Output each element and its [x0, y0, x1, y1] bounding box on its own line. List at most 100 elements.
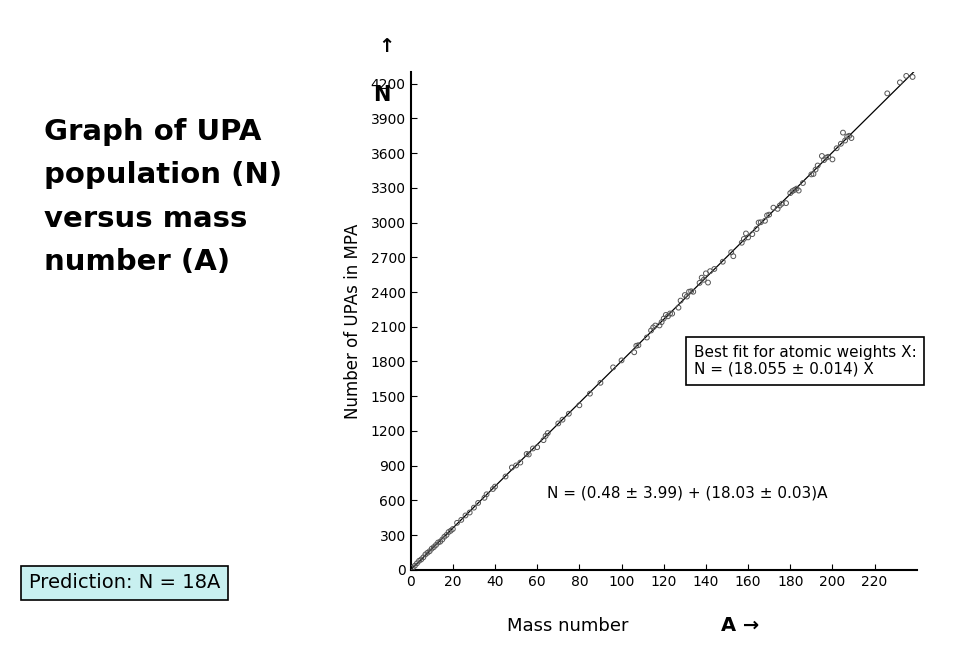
- Point: [757, 215, 773, 226]
- Point: [572, 400, 587, 411]
- Point: [647, 320, 663, 331]
- Point: [538, 431, 553, 441]
- Point: [808, 164, 823, 175]
- Text: Graph of UPA
population (N)
versus mass
number (A): Graph of UPA population (N) versus mass …: [44, 118, 282, 276]
- Point: [789, 183, 804, 194]
- Point: [551, 418, 566, 428]
- Point: [519, 449, 534, 459]
- Y-axis label: Number of UPAs in MPA: Number of UPAs in MPA: [344, 223, 362, 419]
- Point: [541, 428, 556, 438]
- Point: [462, 507, 478, 517]
- Point: [796, 178, 811, 188]
- Point: [745, 229, 760, 239]
- Point: [407, 561, 422, 571]
- Point: [426, 542, 441, 552]
- Point: [686, 286, 701, 297]
- Point: [817, 155, 832, 165]
- Point: [477, 493, 492, 503]
- Point: [422, 546, 437, 557]
- Point: [457, 510, 473, 521]
- Point: [498, 472, 513, 482]
- Point: [673, 295, 689, 306]
- Point: [656, 313, 671, 324]
- Point: [658, 310, 673, 320]
- Point: [825, 154, 840, 164]
- Point: [815, 151, 830, 161]
- Point: [513, 457, 528, 468]
- Point: [441, 527, 456, 537]
- Point: [454, 515, 469, 525]
- Text: N: N: [373, 85, 391, 105]
- Point: [759, 210, 775, 221]
- Point: [466, 502, 481, 513]
- Point: [555, 415, 570, 425]
- Point: [605, 362, 621, 373]
- Point: [583, 388, 598, 399]
- Point: [838, 136, 853, 146]
- Point: [806, 169, 821, 179]
- Point: [644, 326, 659, 336]
- Point: [521, 449, 537, 460]
- Point: [614, 355, 629, 365]
- Point: [485, 484, 500, 495]
- Point: [726, 251, 741, 261]
- Point: [770, 204, 785, 214]
- Point: [696, 274, 711, 285]
- Point: [414, 554, 429, 565]
- Point: [736, 234, 752, 244]
- Point: [778, 198, 794, 208]
- Point: [504, 462, 520, 473]
- Point: [715, 257, 731, 267]
- Point: [724, 247, 739, 257]
- Point: [785, 186, 800, 196]
- Point: [626, 347, 642, 358]
- Point: [749, 224, 764, 234]
- Point: [783, 188, 798, 198]
- Point: [433, 536, 448, 547]
- Point: [471, 498, 486, 508]
- Point: [738, 228, 753, 238]
- Point: [654, 317, 669, 328]
- Point: [880, 88, 895, 99]
- Point: [439, 530, 455, 540]
- Point: [652, 320, 668, 331]
- Point: [844, 133, 860, 143]
- Point: [836, 127, 851, 138]
- Point: [692, 278, 708, 288]
- Point: [734, 238, 750, 248]
- Point: [445, 524, 460, 534]
- Point: [698, 268, 713, 278]
- Point: [703, 266, 718, 276]
- Point: [593, 377, 608, 388]
- Point: [833, 138, 848, 149]
- Point: [804, 169, 819, 179]
- Point: [772, 200, 787, 211]
- Point: [684, 286, 699, 297]
- Point: [905, 71, 921, 82]
- Point: [428, 540, 443, 550]
- Point: [681, 286, 696, 297]
- Point: [679, 291, 694, 302]
- Point: [630, 340, 646, 350]
- Point: [810, 160, 825, 171]
- Point: [892, 77, 907, 88]
- Point: [410, 558, 425, 569]
- Text: ↑: ↑: [378, 37, 395, 56]
- Point: [766, 202, 781, 213]
- Point: [417, 549, 433, 559]
- Point: [787, 185, 802, 195]
- Point: [639, 332, 654, 343]
- Point: [740, 232, 755, 242]
- Point: [663, 309, 678, 319]
- Point: [529, 442, 544, 453]
- Point: [420, 548, 435, 558]
- Point: [405, 562, 420, 572]
- Point: [670, 303, 686, 313]
- Point: [487, 481, 502, 492]
- Text: Best fit for atomic weights X:
N = (18.055 ± 0.014) X: Best fit for atomic weights X: N = (18.0…: [694, 345, 917, 377]
- Text: A →: A →: [721, 616, 759, 635]
- Point: [820, 151, 836, 162]
- Point: [694, 272, 710, 283]
- Point: [478, 489, 495, 500]
- Point: [839, 132, 855, 142]
